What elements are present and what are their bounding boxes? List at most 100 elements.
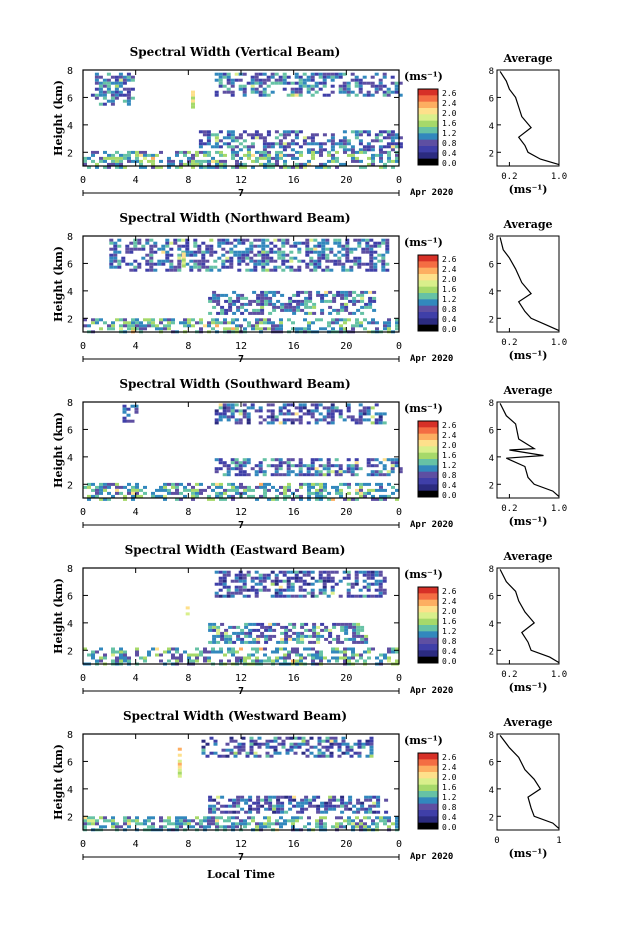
heatmap-cell — [277, 751, 282, 755]
avg-x-tick-label: 1 — [556, 836, 561, 846]
heatmap-cell — [377, 259, 382, 263]
heatmap-cell — [245, 256, 250, 260]
heatmap-cell — [368, 299, 373, 303]
heatmap-cell — [341, 262, 346, 266]
heatmap-cell — [234, 591, 239, 595]
heatmap-cell — [135, 647, 139, 651]
heatmap-cell — [394, 84, 399, 88]
heatmap-cell — [345, 256, 350, 260]
heatmap-cell — [319, 165, 323, 169]
heatmap-cell — [264, 628, 269, 632]
heatmap-cell — [263, 153, 267, 157]
heatmap-cell — [386, 90, 391, 94]
heatmap-cell — [339, 327, 343, 331]
heatmap-cell — [378, 81, 383, 85]
heatmap-cell — [276, 299, 281, 303]
heatmap-cell — [354, 464, 359, 468]
heatmap-cell — [228, 810, 233, 814]
heatmap-cell — [185, 606, 190, 610]
heatmap-cell — [295, 650, 299, 654]
heatmap-cell — [307, 491, 311, 495]
heatmap-cell — [230, 78, 235, 82]
heatmap-cell — [358, 570, 363, 574]
heatmap-cell — [315, 150, 319, 154]
heatmap-cell — [330, 142, 335, 146]
heatmap-cell — [149, 253, 154, 257]
heatmap-cell — [343, 647, 347, 651]
avg-profile-line — [499, 237, 560, 332]
heatmap-cell — [303, 656, 307, 660]
heatmap-cell — [364, 637, 369, 641]
heatmap-cell — [191, 96, 195, 100]
heatmap-cell — [227, 327, 231, 331]
heatmap-cell — [139, 165, 143, 169]
heatmap-cell — [355, 482, 359, 486]
heatmap-cell — [363, 491, 367, 495]
heatmap-cell — [278, 421, 283, 425]
heatmap-cell — [260, 302, 265, 306]
heatmap-cell — [302, 403, 307, 407]
heatmap-cell — [313, 745, 318, 749]
heatmap-cell — [288, 795, 293, 799]
heatmap-cell — [179, 653, 183, 657]
heatmap-cell — [83, 159, 87, 163]
heatmap-cell — [345, 250, 350, 254]
colorbar-swatch — [418, 644, 438, 651]
heatmap-cell — [223, 327, 227, 331]
heatmap-cell — [213, 259, 218, 263]
heatmap-cell — [338, 72, 343, 76]
heatmap-cell — [137, 262, 142, 266]
heatmap-cell — [107, 482, 111, 486]
heatmap-cell — [282, 406, 287, 410]
heatmap-cell — [238, 573, 243, 577]
heatmap-cell — [290, 582, 295, 586]
heatmap-cell — [266, 84, 271, 88]
heatmap-cell — [258, 72, 263, 76]
heatmap-cell — [286, 145, 291, 149]
heatmap-cell — [287, 650, 291, 654]
heatmap-cell — [212, 628, 217, 632]
heatmap-cell — [272, 804, 277, 808]
heatmap-cell — [169, 247, 174, 251]
heatmap-cell — [279, 165, 283, 169]
heatmap-cell — [318, 464, 323, 468]
heatmap-cell — [259, 150, 263, 154]
heatmap-cell — [137, 265, 142, 269]
heatmap-cell — [358, 142, 363, 146]
heatmap-cell — [139, 159, 143, 163]
heatmap-cell — [335, 488, 339, 492]
heatmap-cell — [203, 647, 207, 651]
heatmap-cell — [115, 822, 119, 826]
heatmap-cell — [364, 634, 369, 638]
heatmap-cell — [165, 259, 170, 263]
heatmap-cell — [305, 754, 310, 758]
heatmap-cell — [231, 816, 235, 820]
heatmap-cell — [340, 622, 345, 626]
heatmap-cell — [111, 324, 115, 328]
heatmap-cell — [274, 418, 279, 422]
heatmap-cell — [336, 637, 341, 641]
heatmap-cell — [284, 631, 289, 635]
heatmap-cell — [285, 751, 290, 755]
heatmap-cell — [377, 244, 382, 248]
heatmap-cell — [318, 473, 323, 477]
colorbar-swatch — [418, 478, 438, 485]
heatmap-cell — [250, 142, 255, 146]
heatmap-cell — [175, 150, 179, 154]
colorbar-swatch — [418, 625, 438, 632]
heatmap-cell — [369, 745, 374, 749]
heatmap-cell — [373, 244, 378, 248]
heatmap-cell — [358, 87, 363, 91]
heatmap-cell — [327, 321, 331, 325]
heatmap-cell — [222, 84, 227, 88]
heatmap-cell — [296, 640, 301, 644]
heatmap-cell — [264, 637, 269, 641]
heatmap-cell — [271, 324, 275, 328]
colorbar-swatch — [418, 158, 438, 166]
heatmap-cell — [284, 810, 289, 814]
heatmap-cell — [91, 153, 95, 157]
heatmap-cell — [308, 640, 313, 644]
heatmap-cell — [358, 84, 363, 88]
heatmap-cell — [379, 485, 383, 489]
heatmap-cell — [205, 268, 210, 272]
